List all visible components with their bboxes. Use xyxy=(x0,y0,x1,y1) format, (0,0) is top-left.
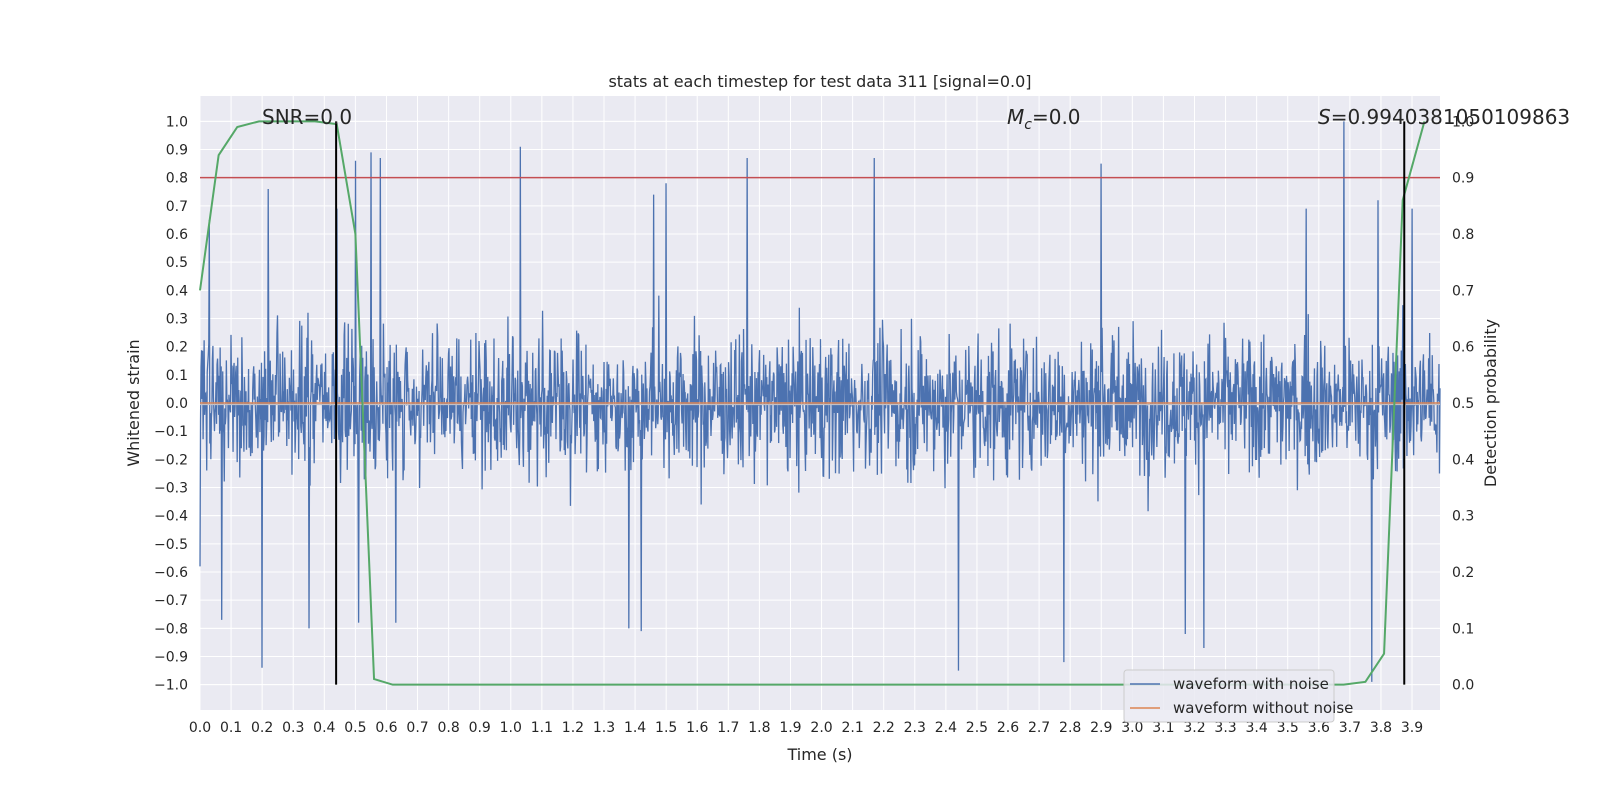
x-tick-label: 1.0 xyxy=(500,720,522,736)
x-tick-label: 0.8 xyxy=(437,720,459,736)
x-tick-label: 3.4 xyxy=(1246,720,1268,736)
y-tick-label: −0.3 xyxy=(154,480,188,496)
y2-tick-label: 0.3 xyxy=(1452,509,1474,525)
y-tick-label: −0.5 xyxy=(154,537,188,553)
x-tick-label: 3.9 xyxy=(1401,720,1423,736)
s-value: =0.9940381050109863 xyxy=(1331,105,1570,129)
x-tick-label: 1.9 xyxy=(779,720,801,736)
y-tick-label: 0.0 xyxy=(166,396,188,412)
y2-tick-label: 0.2 xyxy=(1452,565,1474,581)
x-tick-label: 2.7 xyxy=(1028,720,1050,736)
y-tick-label: −0.6 xyxy=(154,565,188,581)
y-tick-label: 0.7 xyxy=(166,199,188,215)
y-tick-labels: 1.0 0.9 0.8 0.7 0.6 0.5 0.4 0.3 0.2 0.1 0.0 −0.1 −0.… xyxy=(154,114,188,693)
y-tick-label: 0.1 xyxy=(166,368,188,384)
y-tick-label: −0.1 xyxy=(154,424,188,440)
x-tick-label: 0.5 xyxy=(344,720,366,736)
x-tick-label: 1.4 xyxy=(624,720,646,736)
y2-tick-label: 0.4 xyxy=(1452,452,1474,468)
legend-label-without-noise: waveform without noise xyxy=(1173,699,1353,717)
y-tick-label: 0.6 xyxy=(166,227,188,243)
series-lines xyxy=(199,120,1440,686)
x-tick-label: 2.3 xyxy=(904,720,926,736)
x-tick-label: 3.3 xyxy=(1214,720,1236,736)
x-tick-label: 1.6 xyxy=(686,720,708,736)
y2-tick-label: 0.6 xyxy=(1452,340,1474,356)
x-axis-label: Time (s) xyxy=(786,745,852,764)
x-tick-label: 0.4 xyxy=(313,720,335,736)
x-tick-label: 3.1 xyxy=(1152,720,1174,736)
x-tick-label: 0.6 xyxy=(375,720,397,736)
mc-subscript: c xyxy=(1024,117,1032,133)
y2-tick-label: 0.9 xyxy=(1452,171,1474,187)
y-tick-label: 1.0 xyxy=(166,114,188,130)
x-tick-label: 0.0 xyxy=(189,720,211,736)
x-tick-label: 1.2 xyxy=(562,720,584,736)
y2-tick-label: 0.8 xyxy=(1452,227,1474,243)
series-waveform-with-noise xyxy=(199,121,1441,682)
x-tick-label: 2.4 xyxy=(935,720,957,736)
x-tick-label: 2.8 xyxy=(1059,720,1081,736)
x-tick-label: 2.2 xyxy=(873,720,895,736)
x-tick-label: 2.5 xyxy=(966,720,988,736)
x-tick-label: 3.7 xyxy=(1339,720,1361,736)
x-tick-label: 1.8 xyxy=(748,720,770,736)
x-tick-label: 2.1 xyxy=(841,720,863,736)
x-tick-label: 2.6 xyxy=(997,720,1019,736)
mc-symbol: M xyxy=(1007,105,1024,129)
x-tick-label: 3.5 xyxy=(1277,720,1299,736)
y-tick-label: −0.8 xyxy=(154,621,188,637)
y-tick-label: −0.4 xyxy=(154,509,188,525)
legend-label-with-noise: waveform with noise xyxy=(1173,675,1329,693)
x-tick-label: 3.6 xyxy=(1308,720,1330,736)
y-axis-label: Whitened strain xyxy=(124,339,143,466)
y2-tick-label: 0.7 xyxy=(1452,283,1474,299)
chart-title: stats at each timestep for test data 311… xyxy=(608,72,1031,91)
x-tick-label: 2.0 xyxy=(810,720,832,736)
x-tick-label: 1.3 xyxy=(593,720,615,736)
y-tick-label: 0.3 xyxy=(166,312,188,328)
mc-value: =0.0 xyxy=(1032,105,1081,129)
y-tick-label: 0.9 xyxy=(166,143,188,159)
s-annotation: S=0.9940381050109863 xyxy=(1318,105,1570,129)
x-tick-label: 0.1 xyxy=(220,720,242,736)
x-tick-label: 1.5 xyxy=(655,720,677,736)
x-tick-label: 0.2 xyxy=(251,720,273,736)
legend: waveform with noise waveform without noi… xyxy=(1123,669,1353,723)
y2-tick-labels: 1.0 0.9 0.8 0.7 0.6 0.5 0.4 0.3 0.2 0.1 0.0 xyxy=(1452,114,1474,693)
y-tick-label: −0.2 xyxy=(154,452,188,468)
y2-tick-label: 1.0 xyxy=(1452,114,1474,130)
x-tick-label: 1.1 xyxy=(531,720,553,736)
x-tick-labels: 0.0 0.1 0.2 0.3 0.4 0.5 0.6 0.7 0.8 0.9 1.0 1.1 1.2 1… xyxy=(189,720,1423,736)
y2-tick-label: 0.0 xyxy=(1452,678,1474,694)
y-tick-label: 0.8 xyxy=(166,171,188,187)
y2-tick-label: 0.1 xyxy=(1452,621,1474,637)
y-tick-label: −0.7 xyxy=(154,593,188,609)
x-tick-label: 0.7 xyxy=(406,720,428,736)
waveform-with-noise-line xyxy=(199,121,1441,682)
x-tick-label: 1.7 xyxy=(717,720,739,736)
s-symbol: S xyxy=(1318,105,1331,129)
x-tick-label: 0.9 xyxy=(469,720,491,736)
x-tick-label: 3.8 xyxy=(1370,720,1392,736)
legend-box xyxy=(1123,669,1335,723)
x-tick-label: 2.9 xyxy=(1090,720,1112,736)
y-tick-label: 0.5 xyxy=(166,255,188,271)
snr-annotation: SNR=0.0 xyxy=(262,105,352,129)
detection-probability-line xyxy=(199,120,1426,686)
y-tick-label: −0.9 xyxy=(154,649,188,665)
y-tick-label: 0.2 xyxy=(166,340,188,356)
x-tick-label: 3.0 xyxy=(1121,720,1143,736)
y2-tick-label: 0.5 xyxy=(1452,396,1474,412)
x-tick-label: 0.3 xyxy=(282,720,304,736)
mc-annotation: Mc=0.0 xyxy=(1007,105,1081,133)
y2-axis-label: Detection probability xyxy=(1481,319,1500,487)
y-tick-label: −1.0 xyxy=(154,678,188,694)
y-tick-label: 0.4 xyxy=(166,283,188,299)
x-tick-label: 3.2 xyxy=(1183,720,1205,736)
